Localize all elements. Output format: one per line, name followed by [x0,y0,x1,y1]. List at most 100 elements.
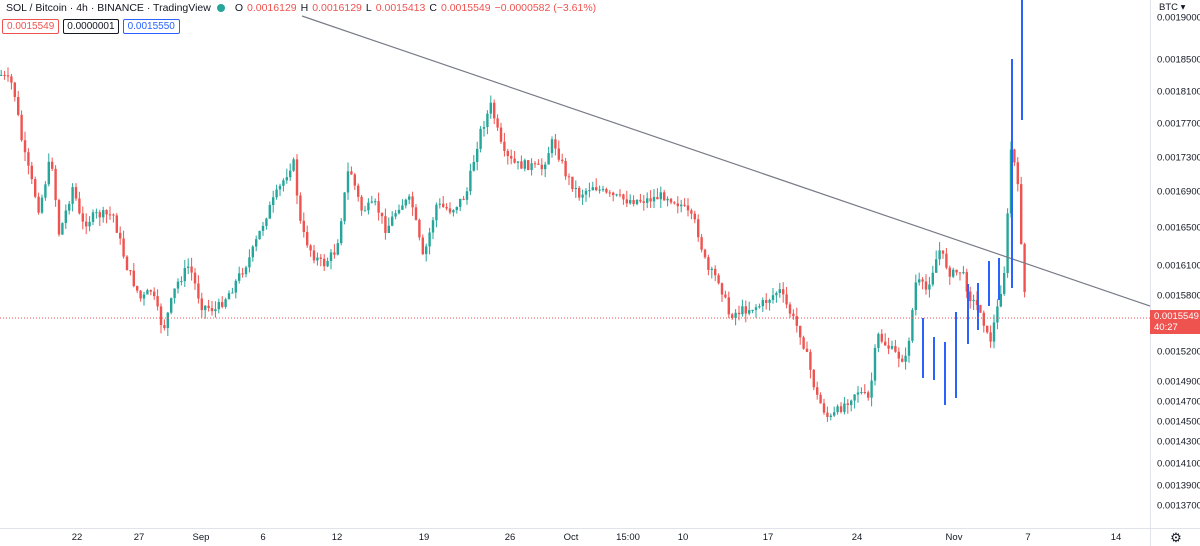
candle-body [914,282,917,310]
price-axis[interactable]: BTC ▾ 0.0019000 0.0018500 0.0018100 0.00177… [1150,0,1200,528]
price-tick-label: 0.0014100 [1157,458,1200,470]
candle-body [85,221,88,227]
candle-body [353,174,356,186]
candle-body [510,156,513,159]
candle-body [561,159,564,161]
candle-body [785,294,788,305]
candle-body [193,272,197,284]
candle-body [1020,184,1023,245]
time-tick-label: Nov [945,532,963,543]
candle-body [482,127,486,129]
candle-body [955,269,958,273]
candle-body [856,392,860,395]
candle-body [591,187,594,191]
settings-gear-icon[interactable]: ⚙ [1150,528,1200,546]
candle-body [34,179,37,197]
candle-body [306,232,309,246]
candle-body [275,189,278,198]
candle-body [350,171,353,175]
candle-body [924,281,928,290]
candle-body [163,325,166,329]
candle-body [578,187,581,198]
candle-body [54,168,57,201]
candle-body [941,250,945,254]
candle-body [567,176,571,178]
candle-body [850,400,853,405]
candle-body [408,196,411,200]
candle-body [860,391,863,393]
low-label: L [365,2,372,14]
candle-body [642,201,645,203]
current-price-label: 0.0015549 40:27 [1150,310,1200,334]
candle-body [360,196,363,211]
currency-dropdown[interactable]: BTC ▾ [1159,2,1186,13]
candle-body [119,232,122,239]
candle-body [720,283,724,295]
candle-body [462,198,465,200]
candle-body [799,325,802,338]
candle-body [737,312,741,315]
candle-body [499,127,503,142]
symbol-title[interactable]: SOL / Bitcoin · 4h · BINANCE · TradingVi… [6,2,211,14]
candle-body [71,187,74,204]
candle-body [258,230,261,240]
candle-body [901,358,904,362]
candle-body [625,199,628,204]
candle-body [153,291,156,297]
candle-body [51,161,54,169]
price-tick-label: 0.0015800 [1157,290,1200,302]
sell-button[interactable]: 0.0015549 [2,19,60,34]
candle-body [758,306,761,308]
candle-body [302,220,305,233]
candle-body [142,294,146,299]
candle-body [918,279,921,283]
candle-body [540,164,543,170]
price-tick-label: 0.0019000 [1157,12,1200,24]
candle-body [136,286,139,291]
buy-button[interactable]: 0.0015550 [122,19,180,34]
candle-body [935,259,938,273]
time-axis[interactable]: 22 27 Sep 6 12 19 26 Oct 15:00 10 17 24 Nov 7 14 [0,528,1150,546]
candle-body [520,161,523,169]
candle-body [724,294,727,298]
candle-body [486,113,489,128]
high-label: H [300,2,309,14]
candle-body [95,212,98,214]
candle-body [972,299,975,302]
candle-body [255,239,258,247]
candle-body [795,316,798,326]
candle-body [612,192,615,196]
candle-body [853,394,856,401]
candle-body [897,351,900,359]
candle-body [656,197,659,200]
candle-body [10,76,13,83]
candle-body [156,296,159,307]
candle-body [445,206,448,209]
candle-body [707,257,710,270]
candle-body [278,185,282,190]
chart-pane[interactable]: SOL / Bitcoin · 4h · BINANCE · TradingVi… [0,0,1151,528]
candle-body [544,164,547,170]
candle-body [833,412,836,416]
candle-body [452,210,455,213]
candle-body [598,189,601,191]
candle-body [132,270,135,287]
candle-body [663,192,666,201]
time-tick-label: 10 [677,532,689,543]
time-tick-label: Oct [563,532,579,543]
price-tick-label: 0.0013900 [1157,480,1200,492]
candle-body [13,82,16,97]
candle-body [734,312,737,319]
candle-body [68,203,71,211]
candle-body [214,309,217,312]
candle-body [115,215,118,233]
candle-body [618,194,622,196]
candle-body [816,387,819,395]
candle-body [792,313,795,317]
candle-body [81,213,84,222]
candle-body [584,190,588,195]
candle-body [455,206,458,211]
candle-body [272,197,275,206]
candle-body [506,150,509,157]
candlestick-chart[interactable] [0,0,1151,528]
